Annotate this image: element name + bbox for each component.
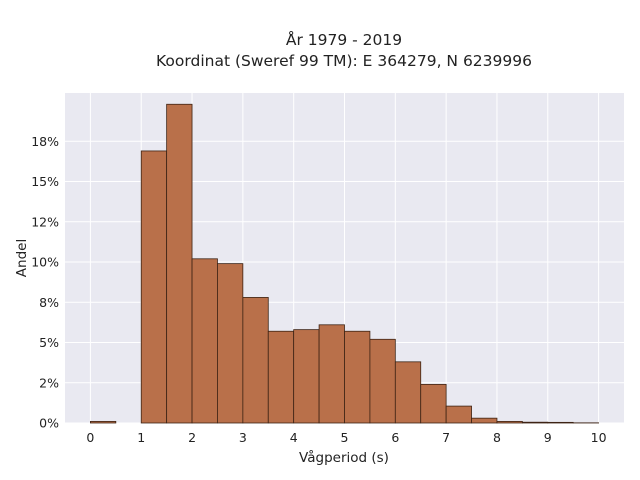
histogram-bar: [90, 420, 117, 424]
y-tick-label: 12%: [31, 214, 59, 229]
y-tick-label: 0%: [39, 416, 59, 431]
histogram-bar: [293, 329, 320, 424]
y-tick-label: 10%: [31, 255, 59, 270]
x-tick-label: 8: [493, 430, 501, 445]
x-tick-label: 3: [239, 430, 247, 445]
histogram-bar: [369, 338, 396, 424]
histogram-bar: [242, 297, 269, 424]
y-tick-label: 18%: [31, 134, 59, 149]
y-axis-label: Andel: [14, 239, 30, 277]
chart-title-line-2: Koordinat (Sweref 99 TM): E 364279, N 62…: [156, 52, 532, 70]
y-tick-label: 2%: [39, 375, 59, 390]
y-tick-label: 8%: [39, 295, 59, 310]
histogram-bar: [217, 263, 244, 424]
x-tick-label: 10: [591, 430, 607, 445]
histogram-bar: [521, 421, 549, 424]
histogram-bar: [191, 258, 218, 424]
histogram-bar: [445, 405, 472, 424]
bars: [90, 103, 599, 424]
x-tick-label: 0: [86, 430, 94, 445]
x-tick-label: 4: [290, 430, 298, 445]
histogram-bar: [166, 103, 193, 424]
x-tick-label: 7: [442, 430, 450, 445]
y-tick-label: 5%: [39, 335, 59, 350]
histogram-bar: [394, 361, 422, 424]
x-tick-label: 5: [341, 430, 349, 445]
x-axis-label: Vågperiod (s): [299, 449, 389, 466]
x-tick-label: 9: [544, 430, 552, 445]
x-tick-label: 2: [188, 430, 196, 445]
histogram-bar: [547, 421, 574, 424]
x-tick-labels: 0 1 2 3 4 5 6 7 8 9 10: [86, 430, 606, 445]
histogram-bar: [140, 150, 168, 424]
x-tick-label: 1: [137, 430, 145, 445]
histogram-bar: [420, 383, 447, 424]
y-tick-label: 15%: [31, 174, 59, 189]
histogram-bar: [344, 330, 371, 424]
histogram-bar: [267, 330, 295, 424]
histogram-bar: [471, 417, 498, 424]
histogram-bar: [318, 324, 345, 424]
chart-title-line-1: År 1979 - 2019: [286, 30, 402, 49]
histogram-bar: [496, 420, 523, 424]
y-tick-labels: 0% 2% 5% 8% 10% 12% 15% 18%: [31, 134, 59, 431]
x-tick-label: 6: [391, 430, 399, 445]
